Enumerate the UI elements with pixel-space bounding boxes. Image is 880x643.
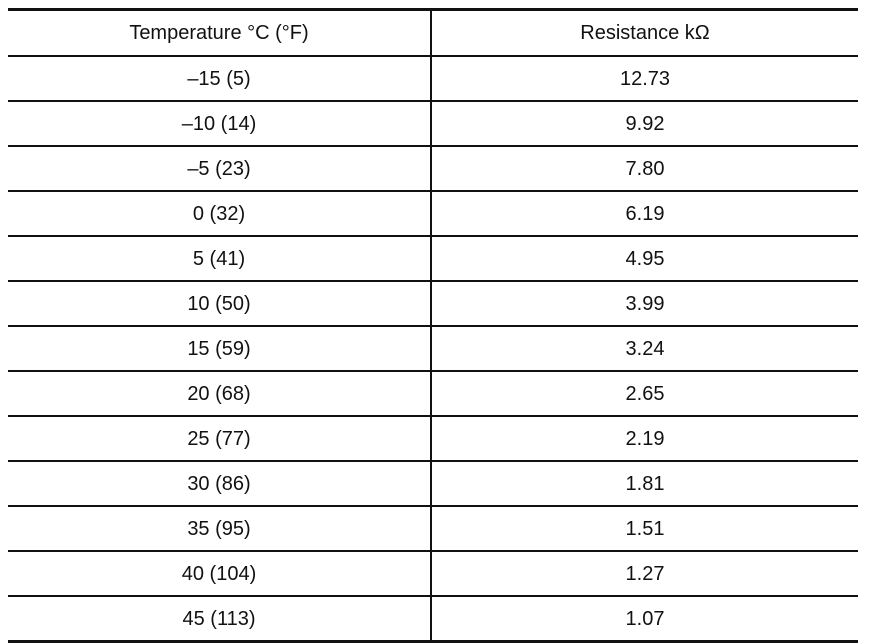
temperature-resistance-table: Temperature °C (°F) Resistance kΩ –15 (5… <box>8 8 858 643</box>
table-body: –15 (5) 12.73 –10 (14) 9.92 –5 (23) 7.80 0 (32… <box>8 56 858 642</box>
resistance-cell: 9.92 <box>431 101 858 147</box>
table-row: –10 (14) 9.92 <box>8 101 858 147</box>
table-row: –15 (5) 12.73 <box>8 56 858 102</box>
table-row: 10 (50) 3.99 <box>8 281 858 327</box>
resistance-cell: 6.19 <box>431 191 858 237</box>
table-row: 20 (68) 2.65 <box>8 371 858 417</box>
table-row: 25 (77) 2.19 <box>8 416 858 462</box>
resistance-cell: 2.65 <box>431 371 858 417</box>
table-row: 30 (86) 1.81 <box>8 461 858 507</box>
table-row: –5 (23) 7.80 <box>8 146 858 192</box>
resistance-table-container: Temperature °C (°F) Resistance kΩ –15 (5… <box>8 8 858 643</box>
table-header: Temperature °C (°F) Resistance kΩ <box>8 9 858 57</box>
resistance-cell: 7.80 <box>431 146 858 192</box>
temperature-cell: –15 (5) <box>8 56 432 102</box>
resistance-cell: 2.19 <box>431 416 858 462</box>
temperature-cell: 20 (68) <box>8 371 432 417</box>
temperature-cell: 45 (113) <box>8 596 432 642</box>
resistance-cell: 1.51 <box>431 506 858 552</box>
table-row: 15 (59) 3.24 <box>8 326 858 372</box>
resistance-cell: 1.81 <box>431 461 858 507</box>
temperature-cell: 30 (86) <box>8 461 432 507</box>
temperature-cell: –5 (23) <box>8 146 432 192</box>
table-row: 35 (95) 1.51 <box>8 506 858 552</box>
temperature-cell: 10 (50) <box>8 281 432 327</box>
table-row: 5 (41) 4.95 <box>8 236 858 282</box>
resistance-cell: 3.24 <box>431 326 858 372</box>
table-row: 40 (104) 1.27 <box>8 551 858 597</box>
resistance-cell: 3.99 <box>431 281 858 327</box>
resistance-cell: 4.95 <box>431 236 858 282</box>
table-row: 0 (32) 6.19 <box>8 191 858 237</box>
temperature-cell: –10 (14) <box>8 101 432 147</box>
resistance-cell: 1.27 <box>431 551 858 597</box>
temperature-cell: 35 (95) <box>8 506 432 552</box>
temperature-cell: 5 (41) <box>8 236 432 282</box>
table-row: 45 (113) 1.07 <box>8 596 858 642</box>
resistance-cell: 12.73 <box>431 56 858 102</box>
header-row: Temperature °C (°F) Resistance kΩ <box>8 9 858 57</box>
temperature-cell: 25 (77) <box>8 416 432 462</box>
temperature-cell: 15 (59) <box>8 326 432 372</box>
temperature-cell: 0 (32) <box>8 191 432 237</box>
temperature-column-header: Temperature °C (°F) <box>8 9 432 57</box>
resistance-column-header: Resistance kΩ <box>431 9 858 57</box>
temperature-cell: 40 (104) <box>8 551 432 597</box>
resistance-cell: 1.07 <box>625 607 665 630</box>
